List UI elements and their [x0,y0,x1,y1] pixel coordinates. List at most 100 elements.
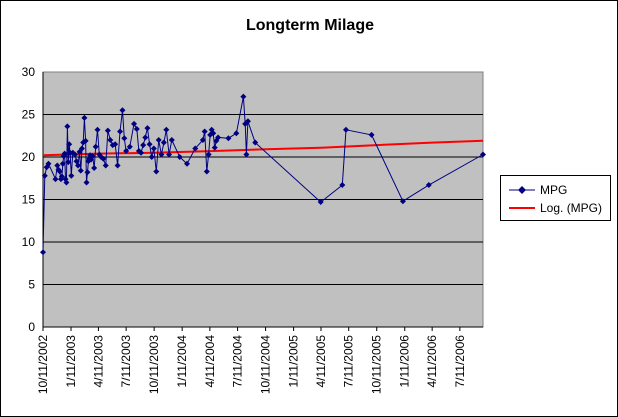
mpg-point [91,165,98,172]
mpg-point [75,162,82,169]
x-tick-labels: 10/11/2002 1/11/2003 4/11/2003 7/11/2003 10/… [36,335,467,394]
mpg-point [66,141,73,148]
mpg-point [150,145,157,152]
mpg-point [148,154,155,160]
mpg-point [104,127,111,134]
mpg-point [168,137,175,143]
mpg-point [133,125,140,132]
mpg-point [65,159,72,166]
x-tick-label: 7/11/2005 [342,335,356,388]
y-tick-label: 0 [28,320,35,334]
mpg-point [243,151,250,158]
y-tick-label: 5 [28,278,35,292]
mpg-point [112,141,119,148]
mpg-point [89,153,96,160]
mpg-point [342,126,349,133]
mpg-point [126,143,133,150]
mpg-point [78,145,85,152]
legend-swatch-log-mpg [509,207,535,209]
mpg-point [140,142,147,149]
mpg-point [215,134,222,141]
y-tick-label: 30 [22,65,36,79]
mpg-point [92,143,99,150]
x-tick-label: 1/11/2003 [64,335,78,388]
mpg-point [119,107,126,114]
mpg-point [155,137,162,143]
mpg-series [40,93,486,256]
mpg-point [210,130,217,137]
mpg-point [225,135,232,142]
mpg-point [184,160,191,167]
trendline [42,139,484,157]
mpg-point [83,179,90,186]
mpg-point [192,145,199,152]
mpg-point [102,162,109,169]
mpg-point [41,172,48,179]
legend: MPG Log. (MPG) [500,175,611,221]
x-tick-label: 7/11/2006 [453,335,467,388]
legend-swatch-mpg [509,186,535,194]
y-tick-label: 25 [22,108,36,122]
mpg-point [425,182,432,189]
chart-title: Longterm Milage [245,17,374,34]
x-tick-label: 1/11/2006 [398,335,412,388]
mpg-point [368,131,375,138]
mpg-point [211,144,218,151]
mpg-point [71,151,78,158]
x-tick-label: 4/11/2006 [425,335,439,388]
mpg-point [100,155,107,162]
mpg-point [77,167,84,174]
x-tick-label: 10/11/2005 [370,335,384,394]
mpg-point [123,148,130,155]
mpg-point [56,168,63,175]
x-tick-label: 1/11/2005 [287,335,301,388]
mpg-point [52,176,59,183]
y-tick-label: 20 [22,150,36,164]
x-tick-label: 10/11/2004 [259,335,273,394]
mpg-point [107,137,114,143]
mpg-point [121,135,128,142]
mpg-point [176,154,183,160]
mpg-point [205,151,212,158]
y-tick-label: 10 [22,235,36,249]
mpg-point [94,126,101,133]
mpg-point [163,126,170,133]
x-tick-label: 4/11/2004 [203,335,217,388]
mpg-point [244,118,251,125]
mpg-point [252,139,259,146]
mpg-point [63,179,70,186]
y-tick-labels: 0 5 10 15 20 25 30 [22,65,36,334]
mpg-point [40,249,46,256]
mpg-point [64,123,71,130]
mpg-point [131,120,138,127]
x-tick-label: 7/11/2003 [119,335,133,388]
mpg-point [68,172,75,179]
mpg-point [114,162,121,169]
mpg-point [339,182,346,189]
mpg-point [61,150,68,157]
mpg-point [166,151,173,158]
x-tick-label: 4/11/2005 [314,335,328,388]
mpg-point [58,173,65,180]
mpg-point [117,128,124,135]
x-tick-label: 4/11/2003 [91,335,105,388]
x-tick-label: 10/11/2002 [36,335,50,394]
mpg-point [158,151,165,158]
mpg-point [317,199,324,206]
legend-label-mpg: MPG [540,183,568,197]
mpg-point [153,168,160,175]
mpg-point [240,93,247,100]
axes [42,72,483,331]
x-tick-label: 10/11/2003 [147,335,161,394]
mpg-point [59,160,66,167]
mpg-point [233,130,240,137]
mpg-point [138,149,145,156]
mpg-point [201,128,208,135]
mpg-point [45,160,52,167]
x-tick-label: 1/11/2004 [175,335,189,388]
mpg-point [203,168,210,175]
mpg-point [142,134,149,141]
log-trendline [42,139,484,157]
mpg-point [399,198,406,205]
